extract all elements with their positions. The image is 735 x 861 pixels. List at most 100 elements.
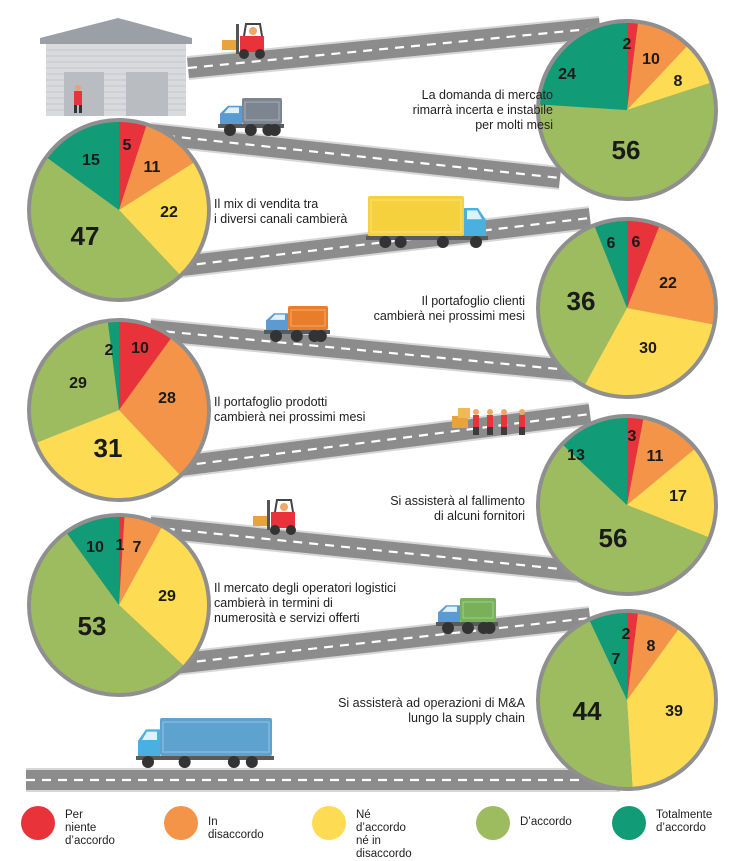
wheel (262, 124, 275, 136)
statement-1: La domanda di mercato rimarrà incerta e … (412, 88, 553, 132)
pie-slice-neutro (627, 629, 714, 787)
pie-slice-accordo (540, 445, 708, 592)
truck-cargo (288, 306, 328, 330)
pie-value-label: 2 (623, 36, 632, 53)
worker-legs (501, 427, 507, 435)
pie-slice-per-niente (627, 417, 644, 505)
wheel (394, 236, 407, 248)
worker-body (473, 415, 479, 427)
road-lane-marking (149, 328, 591, 374)
forklift-mast (267, 500, 270, 530)
pie-chart-7: 28 39 44 7 (536, 609, 718, 791)
pie-chart-2: 5 11 22 47 15 (27, 118, 211, 302)
worker-head (75, 85, 81, 91)
pie-slice-neutro (119, 527, 207, 666)
forklift-load (253, 516, 267, 526)
pie-value-label: 8 (674, 73, 683, 90)
pie-slice-disaccordo (119, 517, 162, 605)
legend-swatch (476, 806, 510, 840)
lorry-yellow-icon (366, 196, 488, 248)
pie-slice-totalmente (67, 517, 119, 605)
road-lane-marking (149, 525, 591, 574)
road-lane-marking (164, 616, 591, 667)
pie-value-label: 8 (647, 638, 656, 655)
pie-value-label: 10 (86, 539, 104, 556)
truck-window (142, 731, 157, 741)
wheel (286, 525, 296, 535)
pie-value-label: 10 (642, 51, 660, 68)
worker-body (519, 415, 525, 427)
worker-leg (79, 105, 82, 113)
pie-chart-4: 10 28 31 29 2 (27, 318, 211, 502)
pie-value-label: 17 (669, 488, 687, 505)
pie-slice-totalmente (589, 613, 627, 700)
pie-slice-per-niente (119, 517, 125, 605)
warehouse-door (64, 72, 104, 116)
truck-cargo-panel (462, 601, 494, 619)
wheel (245, 756, 258, 768)
wheel (244, 124, 257, 136)
worker-legs (487, 427, 493, 435)
pie-value-label: 15 (82, 152, 100, 169)
wheel (178, 756, 191, 768)
pie-value-label: 2 (622, 626, 631, 643)
wheel (142, 756, 154, 768)
statement-7: Si assisterà ad operazioni di M&A lungo … (338, 696, 525, 725)
pie-slice-accordo (31, 322, 119, 443)
worker-head (487, 409, 493, 415)
wheel (442, 622, 454, 634)
pie-slice-neutro (119, 162, 207, 275)
pie-slice-totalmente (47, 122, 120, 210)
pie-value-label: 1 (116, 537, 125, 554)
statement-5: Si assisterà al fallimento di alcuni for… (390, 494, 525, 523)
legend-label: D’accordo (520, 816, 572, 828)
legend-swatch (21, 806, 55, 840)
pie-slice-totalmente (540, 22, 627, 110)
road-lane-marking (164, 216, 591, 270)
pie-slice-accordo (539, 227, 627, 385)
worker-body (501, 415, 507, 427)
pie-value-label: 44 (573, 696, 602, 726)
pie-slice-disaccordo (119, 338, 208, 475)
truck-cargo (242, 98, 282, 124)
truck-window (270, 314, 285, 320)
pie-slice-accordo (539, 83, 714, 198)
pie-value-label: 24 (558, 66, 576, 83)
legend-swatch (312, 806, 346, 840)
truck-cargo-panel (290, 309, 326, 327)
worker-body (487, 415, 493, 427)
road-lane-marking (149, 132, 561, 180)
wheel (224, 124, 236, 136)
legend-swatch (612, 806, 646, 840)
wheel (436, 236, 449, 248)
pie-value-label: 56 (599, 523, 628, 553)
forklift-body (240, 36, 264, 52)
wheel (239, 49, 249, 59)
truck-cargo (160, 718, 272, 756)
pie-value-label: 7 (133, 539, 142, 556)
pie-value-label: 11 (647, 448, 664, 465)
pie-chart-3: 6 22 30 36 6 (536, 217, 718, 399)
pie-value-label: 3 (628, 428, 637, 445)
truck-cargo (368, 196, 464, 236)
forklift-icon (222, 23, 265, 59)
forklift-cage (243, 23, 263, 37)
pie-slice-disaccordo (119, 126, 194, 210)
wheel (270, 330, 282, 342)
truck-window (224, 107, 239, 114)
pie-slice-neutro (37, 410, 180, 498)
forklift-cage (274, 499, 294, 513)
pie-chart-6: 1 7 29 53 10 (27, 513, 211, 697)
wheel (470, 236, 482, 248)
pie-value-label: 36 (567, 286, 596, 316)
legend-swatch (164, 806, 198, 840)
wheel (477, 622, 490, 634)
pie-chart-1: 2 10 8 56 24 (536, 19, 718, 201)
workers-group-icon (452, 408, 525, 435)
pie-slice-per-niente (627, 23, 638, 110)
pie-value-label: 5 (123, 137, 132, 154)
legend-label: Né d’accordo né in disaccordo (356, 809, 412, 860)
road-2 (148, 124, 562, 188)
